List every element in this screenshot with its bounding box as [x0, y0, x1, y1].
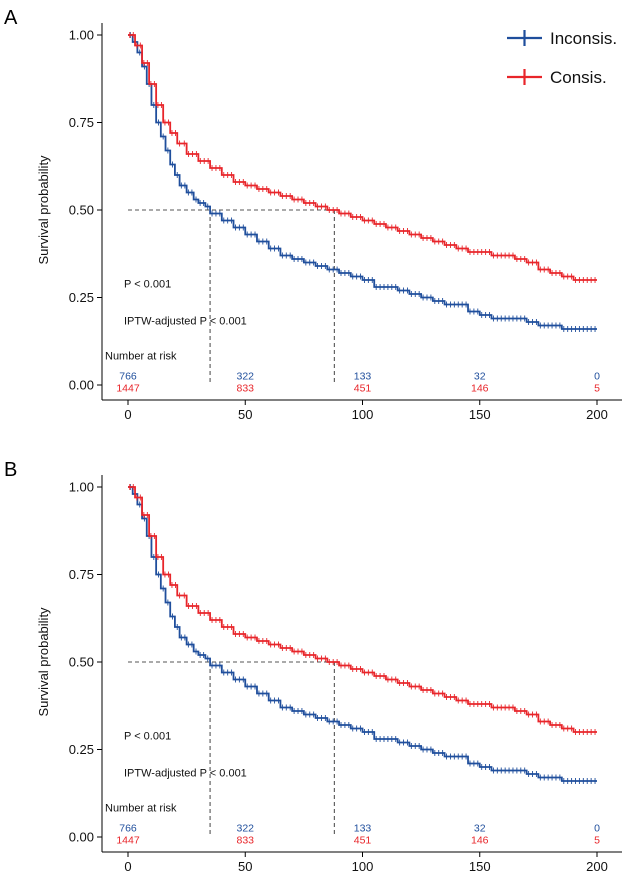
y-axis-label: Survival probability	[36, 155, 51, 265]
y-tick-label: 0.75	[69, 567, 94, 582]
risk-count-consis: 5	[594, 383, 600, 395]
risk-table-title: Number at risk	[105, 350, 177, 362]
x-tick-label: 100	[352, 407, 374, 422]
risk-count-inconsis: 32	[474, 370, 486, 382]
y-axis-label: Survival probability	[36, 607, 51, 717]
y-tick-label: 0.00	[69, 830, 94, 845]
y-tick-label: 0.75	[69, 115, 94, 130]
x-tick-label: 150	[469, 407, 491, 422]
risk-count-consis: 5	[594, 835, 600, 847]
risk-count-consis: 146	[471, 835, 489, 847]
risk-count-inconsis: 322	[236, 822, 254, 834]
y-tick-label: 0.00	[69, 378, 94, 393]
risk-count-inconsis: 133	[354, 370, 372, 382]
legend-label: Inconsis.	[550, 29, 617, 48]
risk-count-consis: 833	[236, 835, 254, 847]
legend-item-consis: Consis.	[507, 68, 607, 87]
p-value-text: P < 0.001	[124, 731, 171, 743]
risk-count-inconsis: 133	[354, 822, 372, 834]
risk-count-inconsis: 0	[594, 822, 600, 834]
y-tick-label: 0.25	[69, 290, 94, 305]
risk-count-inconsis: 0	[594, 370, 600, 382]
risk-count-consis: 451	[354, 383, 372, 395]
iptw-p-value-text: IPTW-adjusted P < 0.001	[124, 767, 247, 779]
x-tick-label: 0	[124, 407, 131, 422]
panel-a: A0.000.250.500.751.000 50 100 150 200Surviva…	[4, 7, 622, 422]
risk-count-inconsis: 322	[236, 370, 254, 382]
panel-letter: B	[4, 459, 17, 481]
risk-count-consis: 1447	[116, 383, 140, 395]
y-tick-label: 1.00	[69, 480, 94, 495]
inconsis-survival-curve	[128, 486, 597, 782]
legend: Inconsis. Consis.	[507, 29, 617, 87]
x-tick-label: 100	[352, 859, 374, 874]
panel-letter: A	[4, 7, 18, 29]
risk-count-inconsis: 766	[119, 370, 137, 382]
x-tick-label: 50	[238, 859, 252, 874]
risk-count-consis: 146	[471, 383, 489, 395]
risk-count-consis: 1447	[116, 835, 140, 847]
risk-count-inconsis: 32	[474, 822, 486, 834]
y-tick-label: 0.50	[69, 655, 94, 670]
iptw-p-value-text: IPTW-adjusted P < 0.001	[124, 315, 247, 327]
consis-survival-curve	[128, 486, 597, 733]
risk-count-inconsis: 766	[119, 822, 137, 834]
x-tick-label: 50	[238, 407, 252, 422]
y-tick-label: 0.50	[69, 203, 94, 218]
legend-label: Consis.	[550, 68, 607, 87]
y-tick-label: 0.25	[69, 742, 94, 757]
inconsis-survival-curve	[128, 34, 597, 330]
x-tick-label: 0	[124, 859, 131, 874]
panel-b: B0.000.250.500.751.000 50 100 150 200Surviva…	[4, 459, 622, 874]
x-tick-label: 200	[586, 859, 608, 874]
y-tick-label: 1.00	[69, 28, 94, 43]
p-value-text: P < 0.001	[124, 279, 171, 291]
risk-table-title: Number at risk	[105, 802, 177, 814]
legend-item-inconsis: Inconsis.	[507, 29, 617, 48]
x-tick-label: 200	[586, 407, 608, 422]
risk-count-consis: 833	[236, 383, 254, 395]
x-tick-label: 150	[469, 859, 491, 874]
risk-count-consis: 451	[354, 835, 372, 847]
consis-survival-curve	[128, 34, 597, 281]
